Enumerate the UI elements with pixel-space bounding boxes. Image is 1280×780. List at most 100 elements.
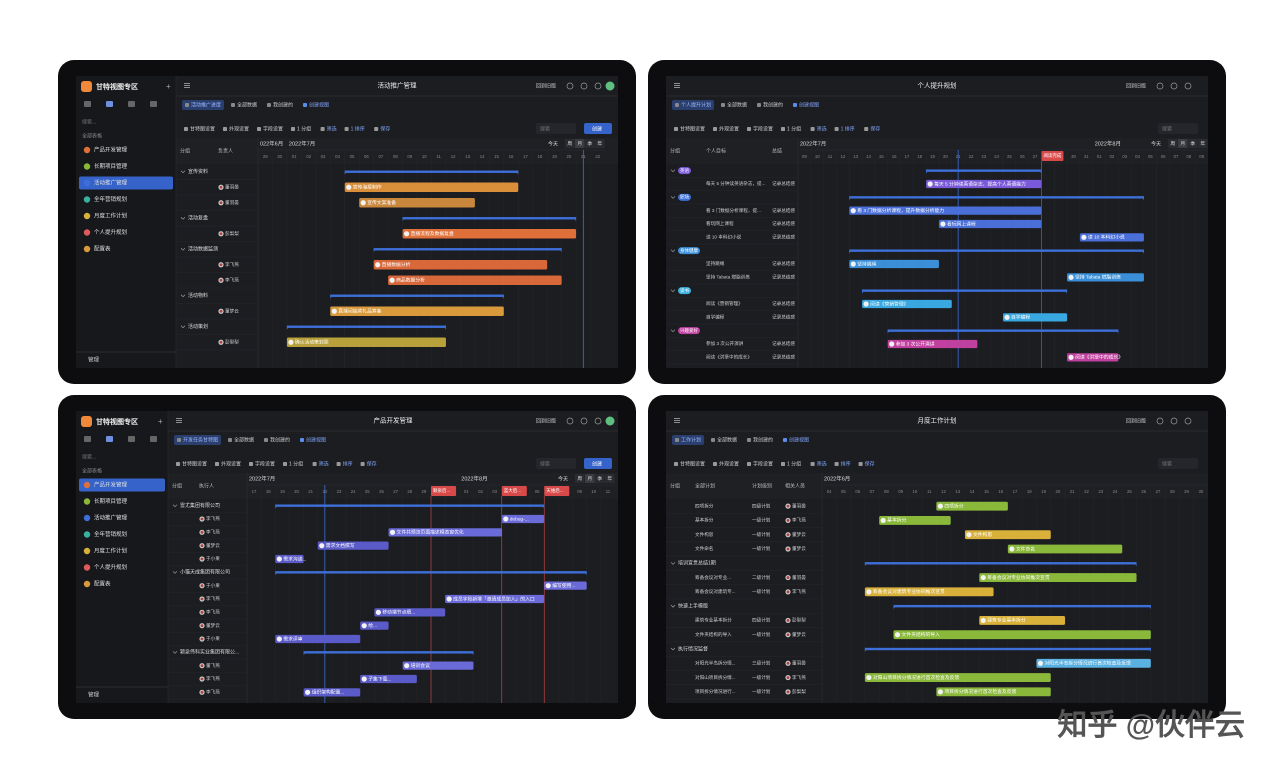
task-bar[interactable] xyxy=(1079,233,1144,242)
task-bar[interactable] xyxy=(979,573,1137,582)
back-old[interactable]: 回到旧版 xyxy=(536,417,556,424)
scale-button[interactable] xyxy=(1168,139,1178,148)
task-bar[interactable] xyxy=(926,179,1042,189)
group-chevron[interactable] xyxy=(670,196,676,199)
group-chevron[interactable] xyxy=(172,504,178,508)
top-icon[interactable] xyxy=(566,82,574,90)
task-bar[interactable] xyxy=(275,634,361,644)
scale-button[interactable] xyxy=(585,139,595,148)
task-bar[interactable] xyxy=(359,197,475,208)
task-bar[interactable] xyxy=(864,673,1051,682)
task-bar[interactable] xyxy=(938,219,1042,229)
group-chevron[interactable] xyxy=(670,329,676,333)
toolbar-button[interactable]: 字段设置 xyxy=(753,460,773,467)
scale-button[interactable] xyxy=(1188,139,1198,148)
today-label[interactable]: 今天 xyxy=(1151,140,1161,147)
scale-button[interactable] xyxy=(1198,139,1208,148)
task-bar[interactable] xyxy=(374,608,446,617)
top-icon[interactable] xyxy=(1184,82,1192,90)
tab[interactable]: 全部数据 xyxy=(234,436,254,443)
toolbar-button[interactable]: 保存 xyxy=(367,460,377,467)
toolbar-button[interactable]: 外观设置 xyxy=(719,125,739,132)
group-chevron[interactable] xyxy=(180,248,186,251)
create-button[interactable] xyxy=(584,458,612,469)
nav-icon[interactable] xyxy=(84,101,91,107)
scale-button[interactable] xyxy=(575,474,585,483)
menu-icon[interactable] xyxy=(184,83,190,84)
menu-icon[interactable] xyxy=(674,83,680,84)
back-old[interactable]: 回到旧版 xyxy=(1126,417,1146,424)
group-chevron[interactable] xyxy=(670,604,676,608)
task-bar[interactable] xyxy=(862,299,952,309)
task-bar[interactable] xyxy=(936,687,1051,697)
group-chevron[interactable] xyxy=(172,651,178,654)
tab[interactable]: 我创建的 xyxy=(273,101,293,108)
sidebar-item[interactable]: 配置表 xyxy=(94,244,111,252)
menu-icon[interactable] xyxy=(674,85,680,86)
toolbar-button[interactable]: 字段设置 xyxy=(753,125,773,132)
tab[interactable]: 创建视图 xyxy=(789,436,809,443)
toolbar-button[interactable]: 筛选 xyxy=(817,125,827,132)
toolbar-button[interactable]: 甘特图设置 xyxy=(182,460,207,467)
add-button[interactable]: + xyxy=(166,82,171,91)
menu-icon[interactable] xyxy=(674,87,680,88)
sidebar-item[interactable]: 活动推广管理 xyxy=(94,513,128,521)
group-chevron[interactable] xyxy=(180,325,186,329)
sidebar-manage[interactable]: 管理 xyxy=(88,690,100,698)
top-icon[interactable] xyxy=(1156,417,1164,425)
group-chevron[interactable] xyxy=(180,170,186,174)
toolbar-button[interactable]: 字段设置 xyxy=(263,125,283,132)
tab[interactable]: 创建视图 xyxy=(799,101,819,108)
toolbar-button[interactable]: 排序 xyxy=(841,460,851,467)
toolbar-button[interactable]: 外观设置 xyxy=(719,460,739,467)
menu-icon[interactable] xyxy=(176,422,182,423)
sidebar-item[interactable]: 个人提升规划 xyxy=(94,228,127,236)
nav-icon[interactable] xyxy=(150,436,157,442)
tab[interactable]: 全部数据 xyxy=(727,101,747,108)
scale-button[interactable] xyxy=(575,139,585,148)
menu-icon[interactable] xyxy=(176,418,182,419)
toolbar-button[interactable]: 甘特图设置 xyxy=(190,125,215,132)
task-bar[interactable] xyxy=(979,616,1066,625)
sidebar-item[interactable]: 个人提升规划 xyxy=(94,563,127,571)
search-box[interactable] xyxy=(1158,458,1198,469)
task-bar[interactable] xyxy=(330,306,504,317)
task-bar[interactable] xyxy=(344,182,519,193)
task-bar[interactable] xyxy=(445,594,545,604)
scale-button[interactable] xyxy=(595,139,605,148)
sidebar-item[interactable]: 配置表 xyxy=(94,579,111,587)
task-bar[interactable] xyxy=(879,516,951,525)
tab[interactable]: 我创建的 xyxy=(753,436,773,443)
nav-icon[interactable] xyxy=(84,436,91,442)
task-bar[interactable] xyxy=(286,337,446,348)
task-bar[interactable] xyxy=(1007,544,1123,554)
group-chevron[interactable] xyxy=(670,169,676,173)
task-bar[interactable] xyxy=(849,206,1042,215)
toolbar-button[interactable]: 保存 xyxy=(865,460,875,467)
toolbar-button[interactable]: 外观设置 xyxy=(221,460,241,467)
task-bar[interactable] xyxy=(1003,313,1068,322)
sidebar-item[interactable]: 产品开发管理 xyxy=(94,145,128,153)
task-bar[interactable] xyxy=(275,554,304,564)
sidebar-item[interactable]: 月度工作计划 xyxy=(94,546,127,554)
toolbar-button[interactable]: 筛选 xyxy=(327,125,337,132)
toolbar-button[interactable]: 1 分组 xyxy=(787,125,801,132)
task-bar[interactable] xyxy=(849,259,939,269)
sidebar-item[interactable]: 全年营销规划 xyxy=(94,195,127,203)
scale-button[interactable] xyxy=(1178,139,1188,148)
scale-button[interactable] xyxy=(595,474,605,483)
tab[interactable]: 开发任务甘特图 xyxy=(183,436,218,443)
scale-button[interactable] xyxy=(605,474,615,483)
group-chevron[interactable] xyxy=(180,217,186,220)
task-bar[interactable] xyxy=(501,514,545,524)
menu-icon[interactable] xyxy=(674,418,680,419)
group-chevron[interactable] xyxy=(670,289,676,293)
nav-icon[interactable] xyxy=(128,101,135,107)
search-box[interactable] xyxy=(536,123,576,134)
task-bar[interactable] xyxy=(1067,353,1119,362)
tab[interactable]: 个人提升计划 xyxy=(681,101,711,108)
tab[interactable]: 我创建的 xyxy=(270,436,290,443)
menu-icon[interactable] xyxy=(184,85,190,86)
today-label[interactable]: 今天 xyxy=(558,475,568,482)
task-bar[interactable] xyxy=(360,674,417,684)
